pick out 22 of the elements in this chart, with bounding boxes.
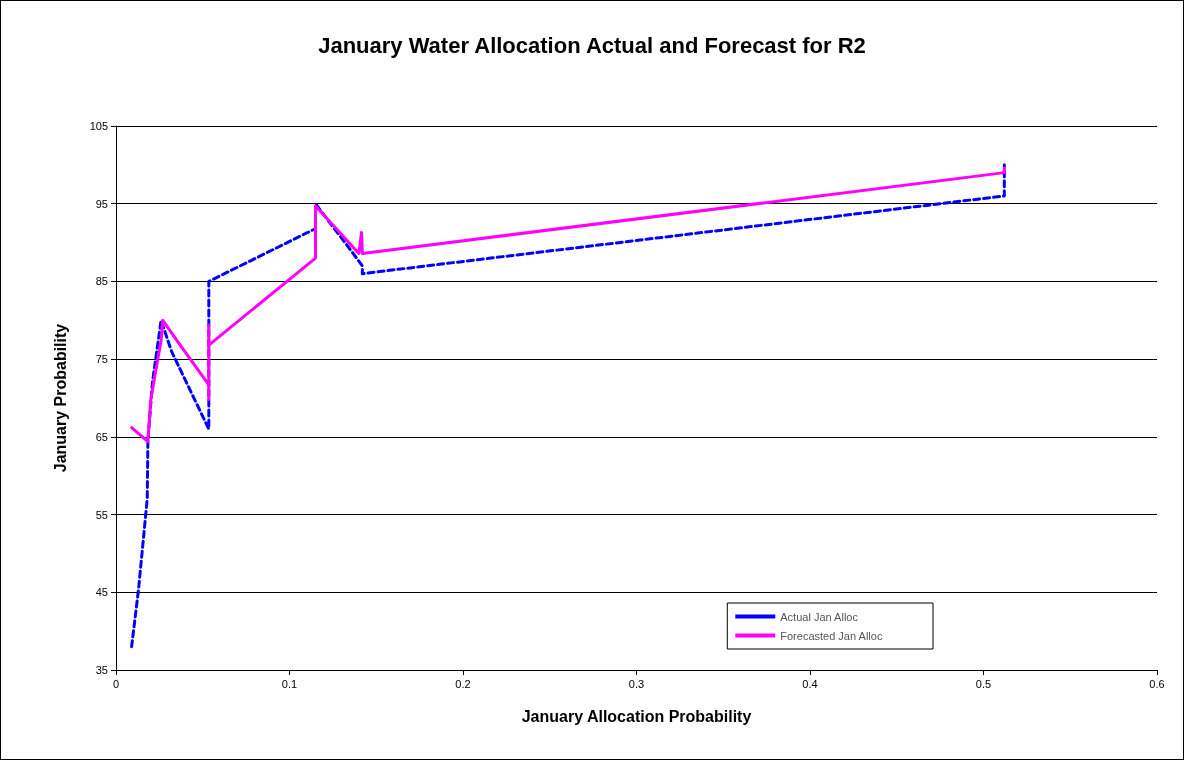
x-tick-label: 0.3 xyxy=(628,677,645,690)
y-tick-label: 105 xyxy=(89,120,108,132)
line-series xyxy=(130,163,1006,649)
x-tick-label: 0.4 xyxy=(802,677,818,690)
legend-label: Actual Jan Alloc xyxy=(780,610,859,623)
x-tick-label: 0.5 xyxy=(975,677,992,690)
y-tick-label: 55 xyxy=(95,508,108,521)
chart-title: January Water Allocation Actual and Forecast for R2 xyxy=(318,32,866,58)
y-tick-label: 75 xyxy=(95,353,108,366)
y-tick-label: 85 xyxy=(95,275,108,288)
x-tick-label: 0 xyxy=(112,677,120,690)
y-tick-label: 45 xyxy=(95,586,108,599)
x-axis-title: January Allocation Probability xyxy=(521,707,752,725)
line-series xyxy=(130,166,1006,444)
y-tick-label: 65 xyxy=(95,430,108,443)
y-axis-title: January Probability xyxy=(51,323,69,473)
y-tick-label: 95 xyxy=(95,197,108,210)
y-tick-label: 35 xyxy=(95,664,108,676)
x-tick-label: 0.6 xyxy=(1149,677,1165,690)
x-tick-label: 0.1 xyxy=(281,677,298,690)
legend-label: Forecasted Jan Alloc xyxy=(780,629,883,642)
x-tick-label: 0.2 xyxy=(455,677,471,690)
